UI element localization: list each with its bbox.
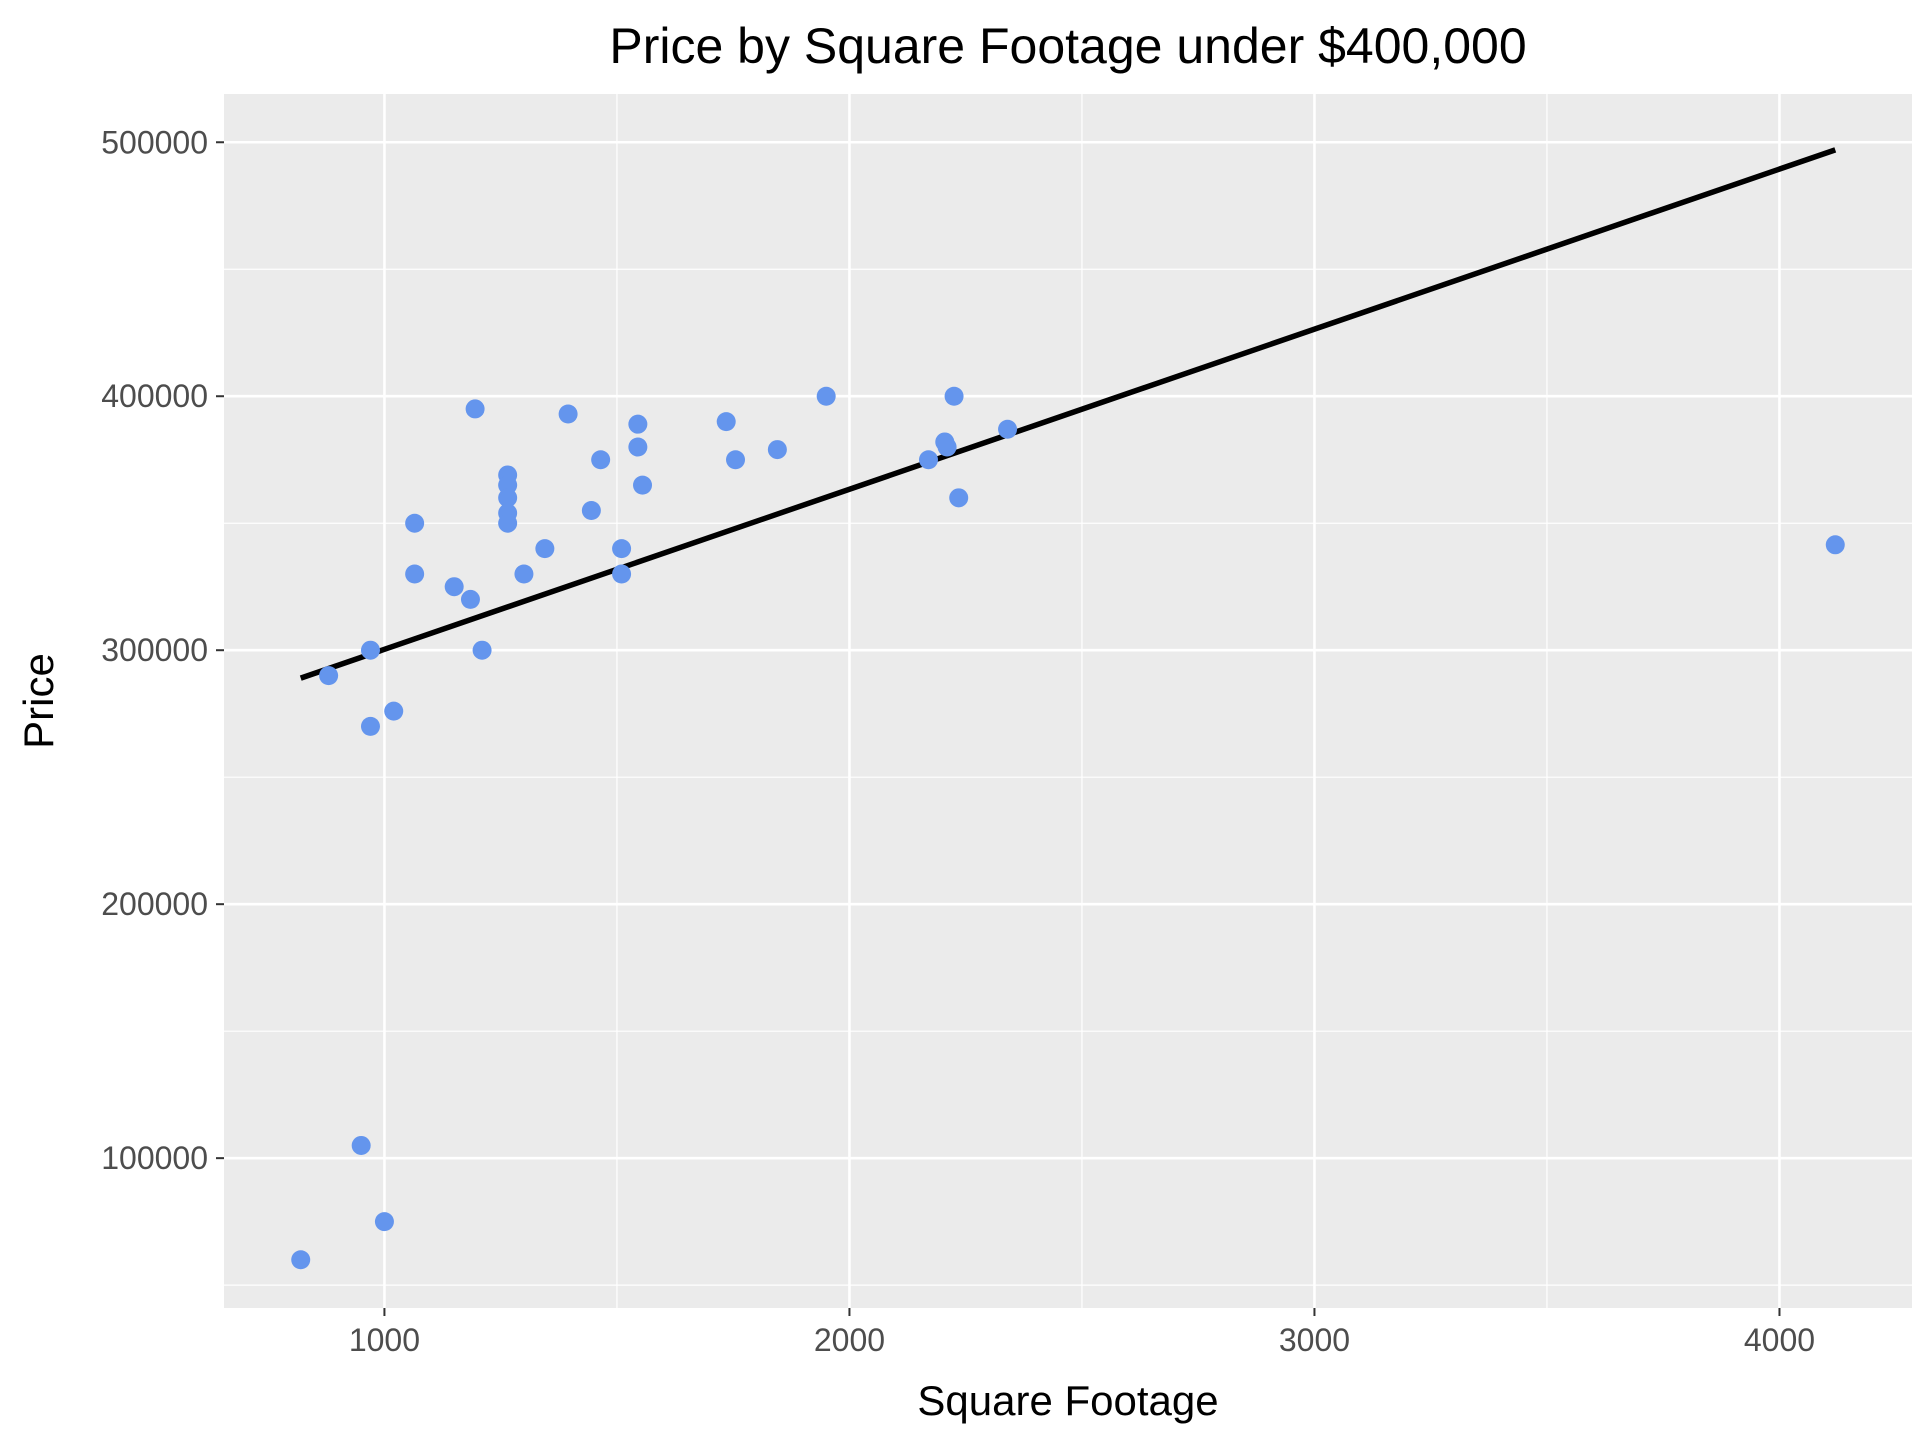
data-point (514, 564, 534, 584)
fit-line-layer (299, 147, 1837, 681)
data-point (360, 640, 380, 660)
data-point (591, 450, 611, 470)
data-point (405, 513, 425, 533)
y-axis-title: Price (15, 653, 62, 749)
chart-title: Price by Square Footage under $400,000 (609, 18, 1526, 74)
grid-lines (224, 94, 1912, 1308)
y-tick-label: 500000 (101, 124, 208, 160)
data-point (374, 1212, 394, 1232)
x-tick-label: 2000 (814, 1322, 885, 1358)
data-point (612, 539, 632, 559)
y-tick-label: 200000 (101, 886, 208, 922)
data-point (628, 414, 648, 434)
data-point (384, 701, 404, 721)
data-point (319, 666, 339, 686)
fit-line (299, 147, 1837, 681)
data-point (716, 412, 736, 432)
data-point (351, 1135, 371, 1155)
data-point (633, 475, 653, 495)
data-point (767, 440, 787, 460)
data-point (535, 539, 555, 559)
data-point (998, 419, 1018, 439)
data-point (360, 716, 380, 736)
data-point (558, 404, 578, 424)
x-axis-title: Square Footage (917, 1377, 1218, 1424)
x-tick-label: 3000 (1279, 1322, 1350, 1358)
data-point (498, 488, 518, 508)
data-point (937, 437, 957, 457)
data-point (1825, 535, 1845, 555)
y-tick-label: 100000 (101, 1140, 208, 1176)
axis-ticks: 1000 2000 3000 4000 100000 200000 300000 400000… (101, 124, 1815, 1358)
data-point (816, 386, 836, 406)
data-point (460, 589, 480, 609)
data-point (949, 488, 969, 508)
plot-panel (224, 94, 1912, 1308)
data-point (612, 564, 632, 584)
data-point (726, 450, 746, 470)
data-point (628, 437, 648, 457)
y-tick-label: 400000 (101, 378, 208, 414)
data-point (291, 1250, 311, 1270)
data-point (405, 564, 425, 584)
data-point (944, 386, 964, 406)
data-point (498, 513, 518, 533)
data-points (291, 386, 1845, 1270)
x-tick-label: 1000 (349, 1322, 420, 1358)
data-point (444, 577, 464, 597)
y-tick-label: 300000 (101, 632, 208, 668)
data-point (918, 450, 938, 470)
data-point (581, 501, 601, 521)
data-point (465, 399, 485, 419)
x-tick-label: 4000 (1744, 1322, 1815, 1358)
data-point (472, 640, 492, 660)
